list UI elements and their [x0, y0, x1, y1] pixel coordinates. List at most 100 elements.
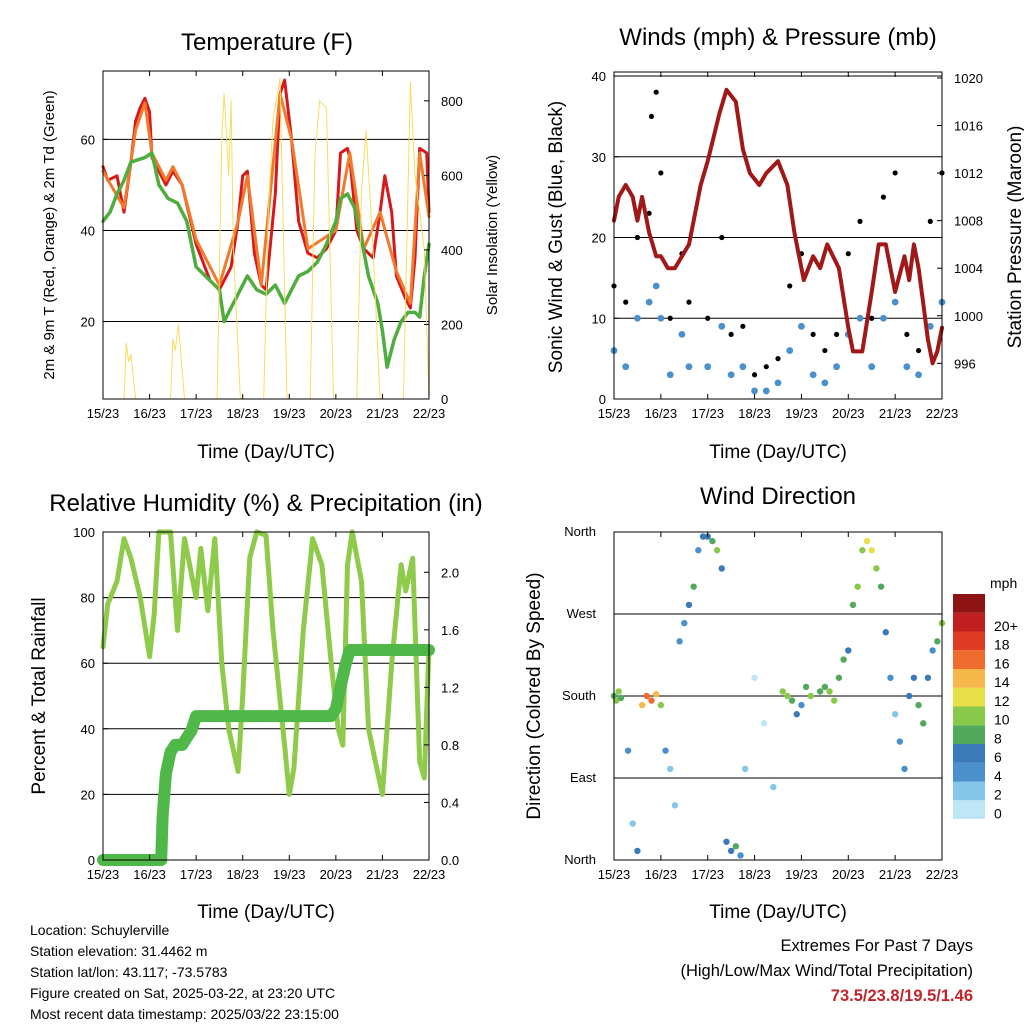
x-tick-label: 19/23 [785, 867, 818, 882]
series-line [101, 151, 431, 369]
wind-point [685, 363, 693, 371]
direction-point [718, 565, 725, 572]
station-elevation: Station elevation: 31.4462 m [30, 943, 208, 959]
y2-tick-label: 400 [441, 243, 463, 258]
wind-point [762, 387, 770, 395]
legend-swatch [953, 650, 985, 669]
direction-title: Wind Direction [700, 483, 856, 510]
humidity-panel: Relative Humidity (%) & Precipitation (i… [29, 490, 483, 923]
legend-swatch [953, 781, 985, 801]
direction-point [821, 683, 829, 691]
direction-point [629, 820, 636, 827]
direction-point [826, 688, 833, 695]
series-line [97, 644, 435, 866]
y-tick-label: North [564, 852, 596, 867]
x-tick-label: 16/23 [645, 406, 678, 421]
x-tick-label: 16/23 [133, 406, 166, 421]
direction-point [840, 656, 847, 663]
series-line [101, 78, 431, 310]
y2-tick-label: 996 [954, 356, 976, 371]
direction-point [657, 701, 665, 709]
direction-point [934, 638, 941, 645]
temperature-panel: Temperature (F) 20 40 60 0 200 400 600 800 15/… [41, 29, 501, 463]
recent-timestamp: Most recent data timestamp: 2025/03/22 2… [30, 1006, 339, 1022]
x-tick-label: 22/23 [413, 867, 446, 882]
x-tick-label: 16/23 [133, 867, 166, 882]
extremes-title: Extremes For Past 7 Days [780, 937, 973, 955]
winds-right-axis: 996 1000 1004 1008 1012 1016 1020 [937, 71, 983, 371]
speed-legend-title: mph [990, 575, 1017, 591]
wind-point [833, 363, 840, 371]
x-tick-label: 15/23 [598, 406, 631, 421]
x-tick-label: 21/23 [879, 867, 912, 882]
x-tick-label: 19/23 [785, 406, 818, 421]
wind-point [666, 371, 674, 379]
legend-label: 4 [994, 768, 1002, 784]
gust-point [904, 331, 910, 338]
legend-label: 18 [994, 637, 1010, 653]
direction-point [737, 852, 744, 859]
x-tick-label: 17/23 [691, 867, 724, 882]
x-tick-label: 22/23 [413, 406, 446, 421]
legend-swatch [953, 725, 985, 744]
legend-swatch [953, 706, 985, 726]
winds-plot-frame [613, 71, 943, 400]
wind-point [903, 363, 911, 371]
y-tick-label: South [562, 688, 596, 703]
legend-swatch [953, 800, 985, 819]
humidity-x-axis: 15/23 16/23 17/23 18/23 19/23 20/23 21/23 22/23 [87, 532, 446, 882]
direction-point [901, 765, 908, 773]
gust-point [763, 364, 769, 370]
series-line [123, 78, 430, 400]
direction-point [887, 674, 894, 681]
wind-point [657, 314, 665, 322]
x-tick-label: 21/23 [879, 406, 912, 421]
direction-xlabel: Time (Day/UTC) [709, 902, 847, 923]
direction-point [802, 683, 810, 691]
gust-point [833, 331, 840, 338]
y-tick-label: 10 [592, 311, 606, 326]
direction-point [667, 765, 674, 773]
legend-label: 16 [994, 655, 1010, 671]
direction-ylabel: Direction (Colored By Speed) [524, 572, 545, 819]
direction-series [610, 533, 946, 859]
gust-point [880, 194, 887, 200]
station-location: Location: Schuylerville [30, 922, 170, 938]
x-tick-label: 20/23 [320, 867, 353, 882]
direction-plot-frame [613, 531, 943, 861]
direction-point [891, 711, 899, 718]
gust-point [845, 251, 851, 257]
direction-point [617, 694, 625, 702]
wind-point [786, 347, 794, 354]
x-tick-label: 18/23 [738, 867, 771, 882]
humidity-plot-frame [102, 531, 430, 861]
x-tick-label: 20/23 [832, 406, 865, 421]
gust-point [751, 372, 758, 378]
gust-point [648, 113, 655, 120]
direction-point [709, 537, 716, 545]
gust-point [653, 89, 659, 95]
y2-tick-label: 200 [441, 317, 463, 332]
wind-point [915, 371, 922, 379]
y2-tick-label: 0.4 [441, 795, 459, 810]
temperature-y2label: Solar Insolation (Yellow) [484, 155, 501, 315]
temperature-ylabel: 2m & 9m T (Red, Orange) & 2m Td (Green) [41, 90, 58, 379]
extremes-box: Extremes For Past 7 Days (High/Low/Max W… [680, 934, 973, 1009]
wind-point [678, 331, 686, 338]
direction-point [910, 674, 918, 681]
y2-tick-label: 2.0 [441, 565, 459, 580]
gust-point [869, 315, 875, 321]
legend-swatch [953, 612, 985, 632]
station-info: Location: Schuylerville Station elevatio… [30, 920, 339, 1025]
direction-point [816, 688, 824, 695]
direction-panel: Wind Direction North East South West North 1… [524, 483, 1018, 923]
x-tick-label: 17/23 [691, 406, 724, 421]
winds-left-axis: 0 10 20 30 40 [592, 69, 619, 407]
temperature-left-axis: 20 40 60 [81, 132, 108, 330]
y-tick-label: 40 [592, 69, 606, 84]
gust-point [740, 323, 746, 329]
extremes-subtitle: (High/Low/Max Wind/Total Precipitation) [680, 962, 973, 980]
temperature-title: Temperature (F) [181, 29, 353, 56]
humidity-xlabel: Time (Day/UTC) [197, 902, 335, 923]
